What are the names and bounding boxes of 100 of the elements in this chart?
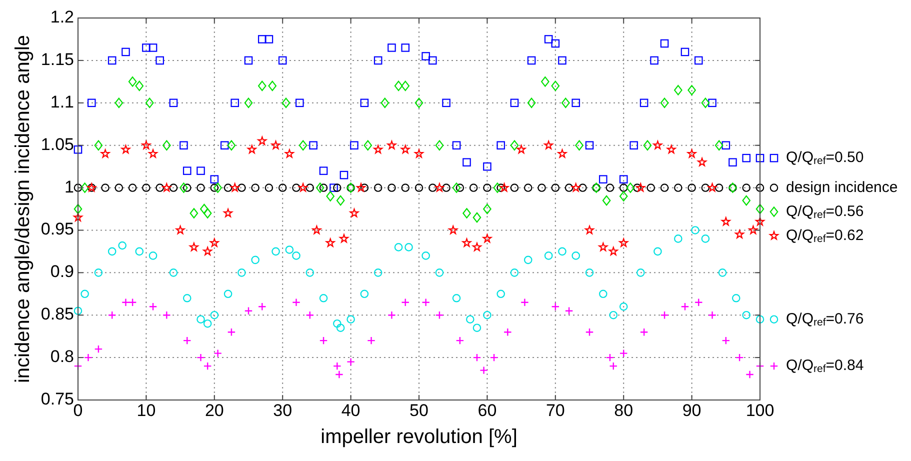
point	[162, 183, 172, 192]
point	[414, 149, 424, 158]
point	[142, 140, 151, 150]
point	[544, 252, 553, 260]
point	[510, 140, 519, 150]
point	[258, 302, 266, 311]
point	[694, 298, 703, 307]
point	[598, 290, 608, 298]
point	[609, 362, 618, 370]
point	[238, 268, 246, 277]
point	[148, 302, 158, 311]
point	[660, 310, 669, 320]
point	[142, 44, 150, 52]
point	[87, 98, 96, 108]
point	[472, 324, 482, 332]
point	[572, 252, 580, 260]
point	[714, 140, 724, 150]
point	[691, 226, 700, 234]
legend-label: design incidence	[786, 178, 898, 196]
point	[708, 183, 717, 192]
point	[585, 328, 594, 336]
point	[428, 184, 437, 192]
point	[442, 98, 450, 108]
point	[180, 141, 188, 150]
point	[162, 310, 171, 320]
point	[189, 242, 198, 252]
point	[296, 98, 304, 108]
point	[572, 98, 580, 108]
point	[350, 208, 359, 218]
point	[74, 184, 82, 192]
point	[448, 226, 458, 234]
point	[551, 39, 560, 48]
point	[203, 208, 212, 218]
point	[510, 98, 519, 108]
point	[674, 184, 682, 192]
point	[722, 141, 730, 150]
y-tick-label: 0.95	[40, 220, 74, 239]
point	[336, 195, 345, 206]
point	[346, 315, 355, 324]
point	[571, 183, 580, 192]
point	[452, 141, 461, 150]
x-tick-label: 50	[410, 401, 428, 420]
point	[251, 256, 260, 264]
point	[145, 98, 154, 108]
point	[414, 98, 424, 108]
point	[630, 141, 638, 150]
point	[434, 183, 444, 192]
point	[728, 158, 737, 166]
x-tick-label: 60	[478, 401, 497, 420]
point	[756, 315, 764, 324]
point	[306, 184, 314, 192]
point	[224, 184, 232, 192]
point	[544, 140, 554, 150]
point	[210, 238, 219, 247]
point	[585, 226, 594, 234]
y-tick-label: 1	[64, 177, 74, 196]
point	[701, 234, 710, 243]
point	[680, 48, 690, 56]
x-tick-label: 0	[73, 401, 83, 420]
point	[271, 140, 280, 150]
legend-label: Q/Q$_{ref}$=0.76	[786, 310, 864, 328]
point	[742, 195, 751, 206]
point	[404, 243, 413, 252]
point	[135, 247, 144, 256]
point	[162, 140, 171, 150]
point	[462, 208, 471, 218]
point	[558, 56, 566, 65]
point	[108, 310, 116, 320]
point	[538, 184, 546, 192]
point	[698, 158, 707, 166]
point	[326, 191, 334, 202]
point	[114, 184, 124, 192]
point	[306, 310, 314, 320]
y-tick-label: 1.05	[40, 134, 74, 154]
point	[742, 184, 751, 192]
point	[660, 184, 669, 192]
point	[687, 149, 696, 158]
point	[374, 56, 382, 65]
point	[636, 183, 646, 192]
point	[292, 298, 300, 307]
y-tick-label: 1.1	[50, 92, 74, 112]
point	[156, 56, 164, 65]
point	[74, 212, 82, 222]
point	[316, 182, 324, 193]
point	[619, 302, 628, 311]
point	[496, 290, 505, 298]
point	[176, 226, 185, 234]
point	[401, 80, 410, 92]
x-axis-title: impeller revolution [%]	[320, 426, 518, 448]
point	[456, 336, 464, 345]
point	[258, 136, 267, 145]
point	[619, 175, 628, 184]
point	[500, 183, 509, 192]
point	[336, 324, 345, 332]
point	[156, 184, 164, 192]
point	[214, 349, 222, 358]
point	[688, 85, 696, 96]
point	[718, 268, 727, 277]
point	[564, 184, 574, 192]
point	[640, 328, 648, 336]
